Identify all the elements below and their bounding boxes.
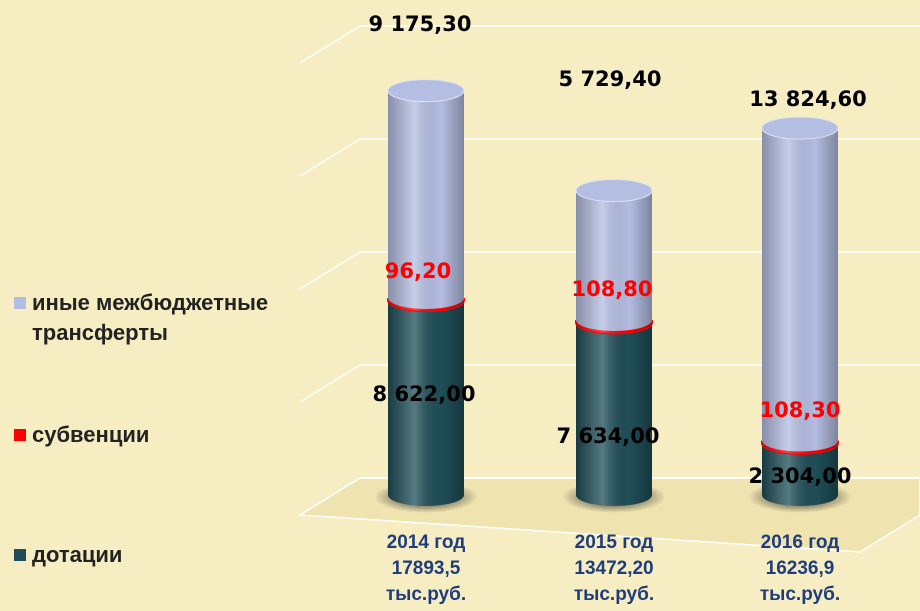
legend-item: субвенции xyxy=(14,420,282,450)
x-tick-label: 2014 год 17893,5 тыс.руб. xyxy=(385,532,467,605)
bar-shade xyxy=(388,90,464,309)
bar-shade xyxy=(762,440,838,454)
legend-item: иные межбюджетные трансферты xyxy=(14,288,282,348)
bar-shade xyxy=(388,300,464,506)
grid-line xyxy=(299,138,920,177)
value-label: 9 175,30 xyxy=(369,12,472,36)
legend-label: дотации xyxy=(32,542,123,567)
value-label: 8 622,00 xyxy=(373,382,476,406)
bar-shade xyxy=(762,442,838,506)
value-label: 7 634,00 xyxy=(557,424,660,448)
legend-label: субвенции xyxy=(32,422,150,447)
bar-top xyxy=(761,116,839,140)
value-label: 5 729,40 xyxy=(559,67,662,91)
bar xyxy=(575,179,653,332)
legend-item: дотации xyxy=(14,540,282,570)
bar xyxy=(761,116,839,452)
value-label: 13 824,60 xyxy=(749,87,867,111)
legend-swatch xyxy=(14,429,26,441)
value-label: 96,20 xyxy=(385,259,451,283)
x-tick-label: 2015 год 13472,20 тыс.руб. xyxy=(573,532,655,605)
bar-top xyxy=(387,79,465,103)
bar-shade xyxy=(576,322,652,506)
bar-top xyxy=(575,179,653,203)
bar-shade xyxy=(388,297,464,312)
bar xyxy=(387,79,465,309)
grid-line xyxy=(299,477,920,516)
legend-swatch xyxy=(14,297,26,309)
bar xyxy=(762,442,838,506)
grid-line xyxy=(299,364,920,403)
value-label: 108,80 xyxy=(571,277,652,301)
legend-swatch xyxy=(14,549,26,561)
bar-shade xyxy=(762,128,838,452)
value-label: 108,30 xyxy=(759,398,840,422)
legend-label: иные межбюджетные трансферты xyxy=(32,290,269,345)
bar xyxy=(388,300,464,506)
grid-line xyxy=(299,251,920,290)
bar-shade xyxy=(576,320,652,334)
bar xyxy=(575,319,653,335)
bar xyxy=(387,297,465,313)
x-tick-label: 2016 год 16236,9 тыс.руб. xyxy=(759,532,841,605)
bar-shade xyxy=(576,190,652,332)
bar xyxy=(576,322,652,506)
value-label: 2 304,00 xyxy=(749,464,852,488)
grid-line xyxy=(299,25,920,64)
